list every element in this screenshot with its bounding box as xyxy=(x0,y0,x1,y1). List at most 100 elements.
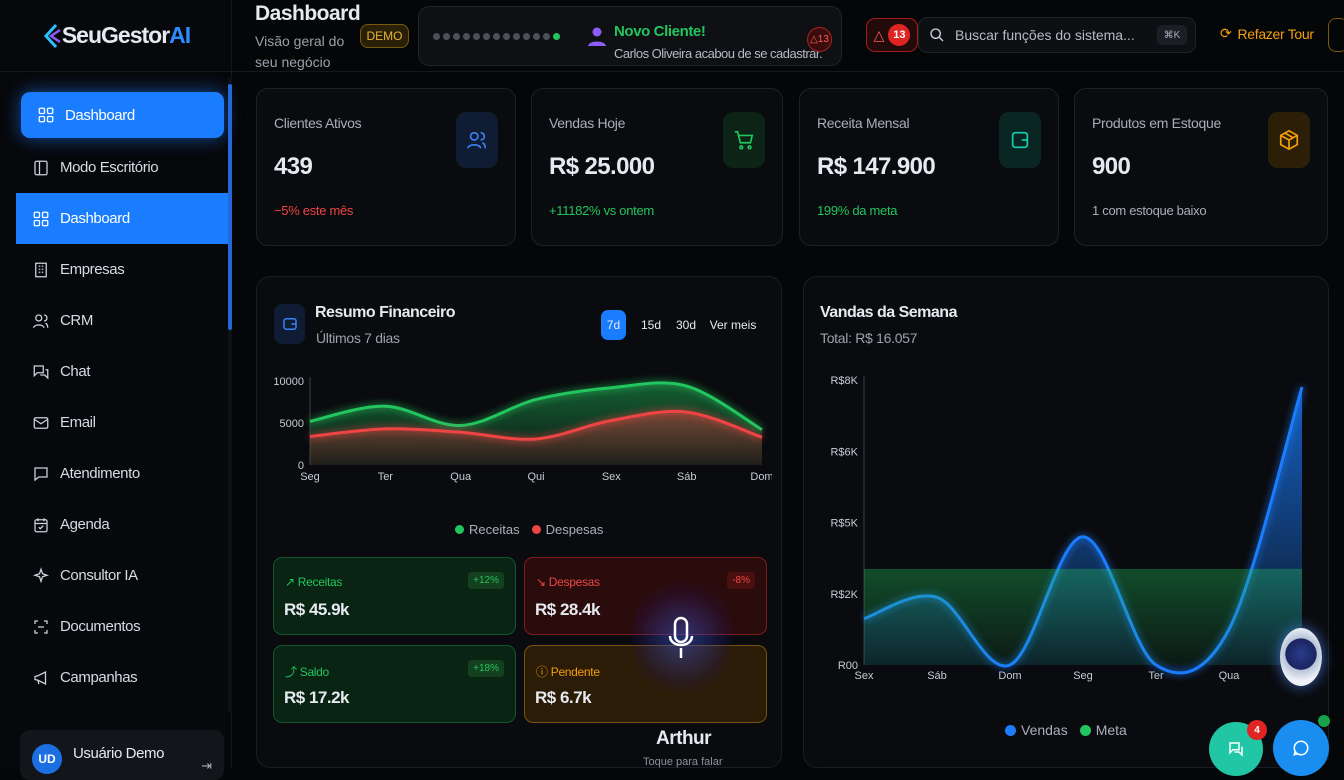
legend-goal: Meta xyxy=(1080,722,1127,738)
chat-icon xyxy=(1227,740,1245,758)
x-tick-label: Sáb xyxy=(677,471,697,483)
summary-label: ⤴ Saldo xyxy=(285,663,329,680)
stat-change: 199% da meta xyxy=(817,203,897,218)
grid-icon xyxy=(37,106,55,124)
summary-value: R$ 28.4k xyxy=(535,600,600,620)
sidebar-item-dashboard-secondary[interactable]: Dashboard xyxy=(16,193,228,244)
stat-icon-box xyxy=(999,112,1041,168)
logout-icon[interactable]: ⇥ xyxy=(201,758,212,774)
sidebar-item-dashboard[interactable]: Dashboard xyxy=(21,92,224,138)
range-tab-15d[interactable]: 15d xyxy=(636,310,666,340)
x-tick-label: Dom xyxy=(998,670,1021,682)
search-input[interactable] xyxy=(955,27,1155,43)
ticker-dot[interactable] xyxy=(463,33,470,40)
ticker-dots xyxy=(433,33,560,40)
weekly-title: Vandas da Semana xyxy=(820,304,957,322)
sidebar-item-empresas[interactable]: Empresas xyxy=(16,244,228,295)
sidebar-item-documentos[interactable]: Documentos xyxy=(16,601,228,652)
stat-change: −5% este mês xyxy=(274,203,353,218)
ticker-dot[interactable] xyxy=(493,33,500,40)
summary-label: ↘ Despesas xyxy=(536,575,600,589)
warning-icon: △ xyxy=(874,27,885,44)
ticker-dot[interactable] xyxy=(503,33,510,40)
x-tick-label: Qua xyxy=(1219,670,1241,682)
y-tick-label: 10000 xyxy=(273,376,304,388)
sparkle-icon xyxy=(32,567,50,585)
user-name: Usuário Demo xyxy=(73,745,164,762)
x-tick-label: Qua xyxy=(450,471,472,483)
cart-icon xyxy=(733,129,755,151)
y-tick-label: R$8K xyxy=(830,375,858,387)
ticker-dot[interactable] xyxy=(453,33,460,40)
sidebar-item-campanhas[interactable]: Campanhas xyxy=(16,652,228,703)
online-indicator xyxy=(1318,715,1330,727)
range-tab-ver-meis[interactable]: Ver meis xyxy=(707,310,759,340)
y-tick-label: R$5K xyxy=(830,518,858,530)
ticker-dot[interactable] xyxy=(553,33,560,40)
ticker-dot[interactable] xyxy=(433,33,440,40)
logo-mark-icon xyxy=(42,22,62,50)
stat-label: Vendas Hoje xyxy=(549,115,625,131)
sidebar-item-label: Dashboard xyxy=(65,107,135,124)
restart-tour-button[interactable]: ⟳Refazer Tour xyxy=(1220,25,1314,42)
notification-counter[interactable]: △13 xyxy=(807,27,832,52)
sidebar-scrollbar[interactable] xyxy=(228,78,232,712)
sidebar-item-agenda[interactable]: Agenda xyxy=(16,499,228,550)
search-bar[interactable]: ⌘K xyxy=(918,17,1196,53)
header-extra-button[interactable] xyxy=(1328,18,1344,52)
series-area-meta xyxy=(864,569,1302,665)
y-tick-label: 5000 xyxy=(280,418,304,430)
page-title: Dashboard xyxy=(255,2,360,26)
summary-value: R$ 17.2k xyxy=(284,688,349,708)
range-tab-7d[interactable]: 7d xyxy=(601,310,626,340)
calendar-icon xyxy=(32,516,50,534)
sidebar-item-label: Chat xyxy=(60,363,90,380)
ticker-dot[interactable] xyxy=(543,33,550,40)
refresh-icon: ⟳ xyxy=(1220,25,1231,42)
sidebar-item-label: Campanhas xyxy=(60,669,137,686)
x-tick-label: Dom xyxy=(750,471,772,483)
user-icon xyxy=(585,24,609,48)
sidebar-item-label: Empresas xyxy=(60,261,124,278)
sidebar-item-crm[interactable]: CRM xyxy=(16,295,228,346)
sidebar-item-consultor-ia[interactable]: Consultor IA xyxy=(16,550,228,601)
sidebar-item-atendimento[interactable]: Atendimento xyxy=(16,448,228,499)
stat-icon-box xyxy=(723,112,765,168)
legend-expense: Despesas xyxy=(532,522,604,537)
sidebar-item-chat[interactable]: Chat xyxy=(16,346,228,397)
ai-robot-assistant[interactable] xyxy=(1280,628,1322,686)
sidebar-item-label: Atendimento xyxy=(60,465,140,482)
stat-value: 439 xyxy=(274,153,312,181)
microphone-icon[interactable] xyxy=(667,616,695,662)
sidebar-item-email[interactable]: Email xyxy=(16,397,228,448)
weekly-legend: Vendas Meta xyxy=(1005,722,1127,738)
ticker-dot[interactable] xyxy=(473,33,480,40)
legend-income: Receitas xyxy=(455,522,520,537)
alerts-count: 13 xyxy=(888,24,910,46)
ticker-dot[interactable] xyxy=(533,33,540,40)
scrollbar-thumb[interactable] xyxy=(228,84,232,330)
user-card[interactable]: UD Usuário Demo ⇥ xyxy=(20,730,224,780)
range-tab-30d[interactable]: 30d xyxy=(671,310,701,340)
alerts-button[interactable]: △13 xyxy=(866,18,918,52)
notification-ticker[interactable]: Novo Cliente! Carlos Oliveira acabou de … xyxy=(418,6,842,66)
ticker-dot[interactable] xyxy=(513,33,520,40)
message-icon xyxy=(32,465,50,483)
sidebar-item-modo-escrit-rio[interactable]: Modo Escritório xyxy=(16,142,228,193)
demo-badge: DEMO xyxy=(360,24,409,48)
ticker-dot[interactable] xyxy=(443,33,450,40)
y-tick-label: R$2K xyxy=(830,589,858,601)
ticker-dot[interactable] xyxy=(523,33,530,40)
wallet-icon xyxy=(274,304,305,344)
x-tick-label: Sex xyxy=(855,670,874,682)
ticker-dot[interactable] xyxy=(483,33,490,40)
logo-text: SeuGestor xyxy=(62,22,169,49)
